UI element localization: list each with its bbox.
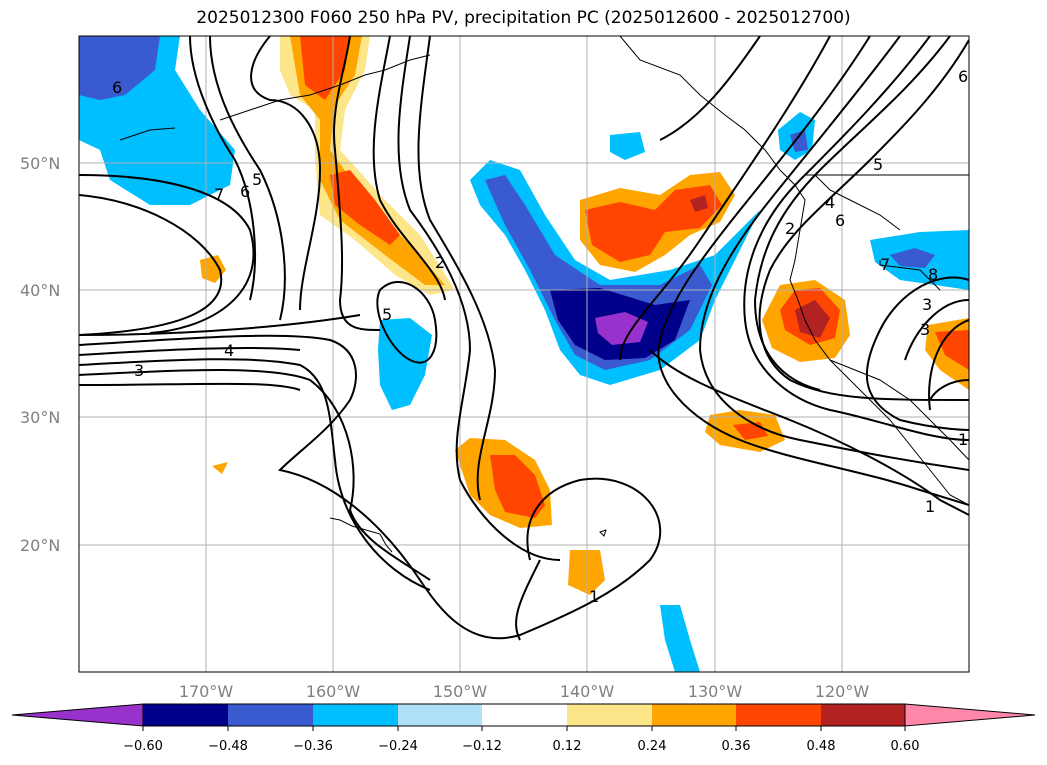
colorbar-tick-label: −0.24: [378, 739, 418, 754]
contour-label: 3: [920, 320, 930, 339]
contour-label: 2: [435, 253, 445, 272]
contour-label: 1: [925, 497, 935, 516]
lat-label: 30°N: [20, 408, 60, 427]
colorbar-tick-label: −0.60: [123, 739, 163, 754]
colorbar-tick-label: 0.48: [807, 739, 836, 754]
lon-label: 170°W: [179, 682, 234, 701]
contour-label: 7: [214, 185, 224, 204]
graticule: [79, 36, 969, 672]
colorbar-segment: [736, 704, 821, 726]
colorbar-tick-label: 0.60: [891, 739, 920, 754]
contour-label: 6: [958, 67, 968, 86]
latitude-labels: 50°N 40°N 30°N 20°N: [20, 154, 60, 555]
contour-label: 8: [928, 265, 938, 284]
contour-label: 1: [958, 430, 968, 449]
colorbar-segment: [567, 704, 652, 726]
map-area: 6 7 6 5 5 2 3 4 1 1 2 4 6 5 7 8 3 3 1 6: [79, 36, 969, 672]
contour-label: 6: [835, 211, 845, 230]
contour-label: 3: [134, 361, 144, 380]
lat-label: 50°N: [20, 154, 60, 173]
lon-label: 150°W: [433, 682, 488, 701]
lat-label: 20°N: [20, 536, 60, 555]
contour-label: 5: [382, 305, 392, 324]
colorbar-extend-max: [904, 703, 1036, 727]
longitude-labels: 170°W 160°W 150°W 140°W 130°W 120°W: [179, 682, 870, 701]
contour-labels: 6 7 6 5 5 2 3 4 1 1 2 4 6 5 7 8 3 3 1 6: [112, 67, 968, 606]
lon-label: 130°W: [688, 682, 743, 701]
colorbar-extend-min: [11, 703, 144, 727]
contour-label: 6: [112, 78, 122, 97]
colorbar-tick-label: 0.12: [553, 739, 582, 754]
colorbar-tick-label: 0.36: [722, 739, 751, 754]
contour-label: 2: [785, 219, 795, 238]
colorbar-segment: [228, 704, 313, 726]
colorbar-tick-label: −0.12: [462, 739, 502, 754]
colorbar-segment: [821, 704, 905, 726]
colorbar: −0.60 −0.48 −0.36 −0.24 −0.12 0.12 0.24 …: [11, 703, 1036, 754]
contour-label: 4: [825, 193, 835, 212]
colorbar-segment: [652, 704, 736, 726]
positive-pc-shading: [200, 36, 969, 595]
lon-label: 160°W: [306, 682, 361, 701]
map-title: 2025012300 F060 250 hPa PV, precipitatio…: [196, 8, 851, 28]
contour-label: 1: [589, 587, 599, 606]
contour-label: 4: [224, 341, 234, 360]
contour-label: 5: [252, 170, 262, 189]
colorbar-segment: [313, 704, 398, 726]
contour-label: 7: [880, 255, 890, 274]
contour-label: 6: [240, 182, 250, 201]
map-frame: [78, 35, 970, 673]
colorbar-tick-label: −0.36: [293, 739, 333, 754]
colorbar-tick-label: −0.48: [208, 739, 248, 754]
colorbar-tick-label: 0.24: [638, 739, 667, 754]
contour-label: 3: [922, 295, 932, 314]
lon-label: 120°W: [815, 682, 870, 701]
contour-label: 5: [873, 155, 883, 174]
lon-label: 140°W: [560, 682, 615, 701]
colorbar-segment: [398, 704, 482, 726]
pv-contours: [79, 36, 969, 641]
lat-label: 40°N: [20, 281, 60, 300]
colorbar-segment: [482, 704, 567, 726]
colorbar-segment: [143, 704, 228, 726]
